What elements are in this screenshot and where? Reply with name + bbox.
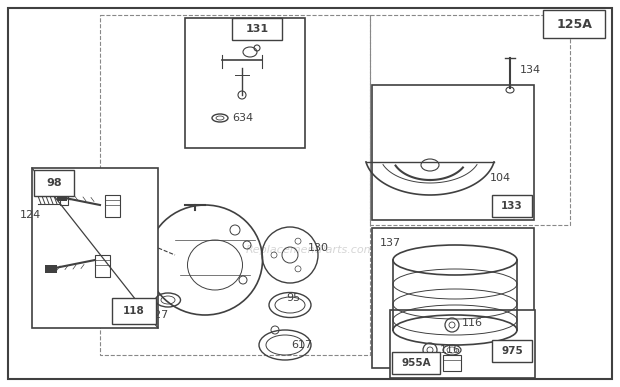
Bar <box>443 355 461 371</box>
Bar <box>370 15 570 225</box>
Bar <box>543 10 605 38</box>
Text: 116: 116 <box>462 318 483 328</box>
Text: 118: 118 <box>123 306 145 316</box>
Text: 130: 130 <box>308 243 329 253</box>
Text: 634: 634 <box>232 113 253 123</box>
Text: 98: 98 <box>46 178 62 188</box>
Bar <box>32 168 158 328</box>
Text: ReplacementParts.com: ReplacementParts.com <box>246 245 374 255</box>
Bar <box>45 265 57 273</box>
Text: 125A: 125A <box>556 17 592 31</box>
Bar <box>372 85 534 220</box>
Text: 137: 137 <box>380 238 401 248</box>
Text: 124: 124 <box>19 210 41 220</box>
Text: 133: 133 <box>501 201 523 211</box>
Bar <box>492 195 532 217</box>
Bar <box>112 298 156 324</box>
Text: 127: 127 <box>148 310 169 320</box>
Text: 104: 104 <box>490 173 511 183</box>
Bar <box>392 352 440 374</box>
Bar <box>57 193 67 201</box>
Bar <box>185 18 305 148</box>
Bar <box>95 255 110 277</box>
Text: 131: 131 <box>246 24 268 34</box>
Text: 617: 617 <box>291 340 312 350</box>
Text: 955A: 955A <box>401 358 431 368</box>
Bar <box>105 195 120 217</box>
Text: 95: 95 <box>286 293 300 303</box>
Bar <box>390 310 535 378</box>
Text: 134: 134 <box>520 65 541 75</box>
Bar <box>34 170 74 196</box>
Text: 116: 116 <box>440 345 461 355</box>
Bar <box>492 340 532 362</box>
Bar <box>232 18 282 40</box>
Bar <box>100 15 370 355</box>
Bar <box>372 228 534 368</box>
Text: 975: 975 <box>501 346 523 356</box>
